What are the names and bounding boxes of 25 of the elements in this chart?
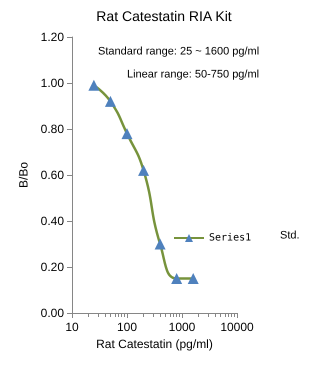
point xyxy=(154,238,166,250)
point xyxy=(138,164,150,176)
point xyxy=(188,273,199,284)
y-tick-label: 0.20 xyxy=(40,260,64,274)
y-tick-label: 0.60 xyxy=(40,168,64,182)
y-tick-label: 1.00 xyxy=(40,76,64,90)
x-tick-label: 1000 xyxy=(168,320,196,334)
y-tick-label: 0.40 xyxy=(40,214,64,228)
x-axis-title: Rat Catestatin (pg/ml) xyxy=(96,336,213,351)
x-tick-label: 10 xyxy=(65,320,79,334)
y-axis-title: B/Bo xyxy=(16,162,31,188)
chart-title: Rat Catestatin RIA Kit xyxy=(96,8,232,24)
point xyxy=(104,96,116,107)
annotation: Linear range: 50-750 pg/ml xyxy=(127,68,260,80)
point xyxy=(88,80,100,91)
y-tick-label: 0.80 xyxy=(40,122,64,136)
legend-label: Series1 xyxy=(209,232,252,244)
y-tick-label: 0.00 xyxy=(40,306,64,320)
x-tick-label: 10000 xyxy=(220,320,254,334)
annotation: Standard range: 25 ~ 1600 pg/ml xyxy=(98,46,260,58)
y-tick-label: 1.20 xyxy=(40,30,64,44)
text: Std. xyxy=(280,230,300,242)
point xyxy=(122,128,132,140)
point xyxy=(171,273,182,284)
x-tick-label: 100 xyxy=(116,320,138,334)
